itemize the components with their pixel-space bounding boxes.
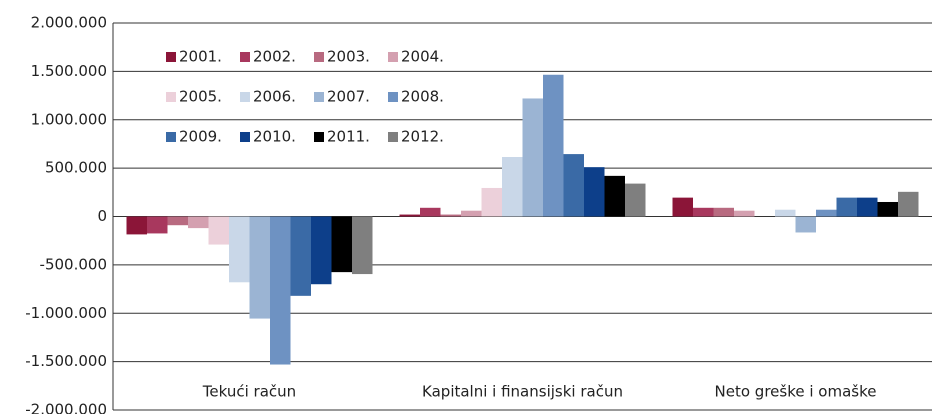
x-tick-label: Neto greške i omaške	[715, 383, 877, 401]
legend-label: 2006.	[253, 88, 296, 106]
bar	[857, 197, 878, 217]
legend-label: 2003.	[327, 48, 370, 66]
bar	[563, 154, 584, 217]
bar	[816, 209, 837, 217]
legend-label: 2008.	[401, 88, 444, 106]
bar	[461, 210, 482, 217]
y-tick-label: -1.000.000	[25, 304, 107, 322]
legend-label: 2001.	[179, 48, 222, 66]
bar	[270, 216, 291, 365]
bar	[693, 207, 714, 217]
legend-swatch	[314, 92, 324, 102]
bar	[584, 167, 605, 217]
bar	[249, 216, 270, 319]
y-tick-label: 500.000	[45, 159, 107, 177]
legend-swatch	[166, 132, 176, 142]
bar	[625, 183, 646, 217]
y-tick-label: -1.500.000	[25, 352, 107, 370]
legend-label: 2010.	[253, 128, 296, 146]
bar	[167, 216, 188, 226]
x-tick-label: Tekući račun	[202, 383, 296, 401]
bar	[420, 207, 441, 217]
bar	[147, 216, 168, 234]
legend-swatch	[388, 132, 398, 142]
bar	[188, 216, 209, 229]
legend-swatch	[240, 52, 250, 62]
bar	[126, 216, 147, 235]
bar	[877, 201, 898, 217]
legend-swatch	[314, 132, 324, 142]
bar	[481, 187, 502, 217]
bar	[672, 197, 693, 217]
legend-label: 2004.	[401, 48, 444, 66]
legend-label: 2002.	[253, 48, 296, 66]
x-tick-label: Kapitalni i finansijski račun	[422, 383, 623, 401]
bar	[898, 191, 919, 217]
legend-swatch	[314, 52, 324, 62]
legend-label: 2011.	[327, 128, 370, 146]
bar	[795, 216, 816, 233]
bar	[734, 210, 755, 217]
y-tick-label: -2.000.000	[25, 401, 107, 414]
bar	[311, 216, 332, 285]
bar	[440, 214, 461, 217]
legend-label: 2007.	[327, 88, 370, 106]
y-tick-label: 2.000.000	[31, 14, 107, 32]
bar	[208, 216, 229, 245]
bar	[229, 216, 250, 283]
legend-swatch	[240, 132, 250, 142]
bar	[502, 156, 523, 217]
bar	[543, 74, 564, 217]
y-tick-label: 0	[97, 207, 107, 225]
legend-label: 2009.	[179, 128, 222, 146]
legend-swatch	[166, 52, 176, 62]
bar	[713, 207, 734, 217]
legend-swatch	[166, 92, 176, 102]
bar	[836, 197, 857, 217]
legend-swatch	[240, 92, 250, 102]
bar	[604, 175, 625, 217]
bar	[352, 216, 373, 275]
y-tick-label: 1.500.000	[31, 62, 107, 80]
y-tick-label: -500.000	[40, 255, 107, 273]
y-tick-label: 1.000.000	[31, 110, 107, 128]
bar	[290, 216, 311, 296]
legend-label: 2012.	[401, 128, 444, 146]
bar	[522, 98, 543, 217]
bar	[399, 214, 420, 217]
legend-swatch	[388, 52, 398, 62]
legend-label: 2005.	[179, 88, 222, 106]
bar	[775, 209, 796, 217]
legend-swatch	[388, 92, 398, 102]
bar	[331, 216, 352, 273]
